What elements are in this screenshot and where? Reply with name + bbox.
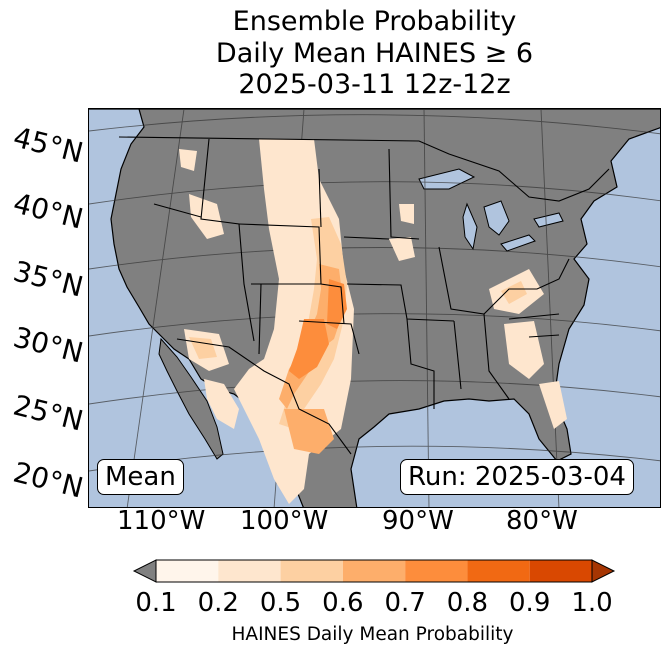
lon-label-80: 80°W — [506, 506, 578, 536]
colorbar-segment — [467, 560, 530, 582]
mean-label-box: Mean — [97, 459, 184, 495]
map-title: Ensemble Probability Daily Mean HAINES ≥… — [88, 6, 661, 101]
great-lakes — [418, 168, 564, 252]
probability-field — [179, 139, 567, 504]
title-line-1: Ensemble Probability — [232, 6, 517, 37]
colorbar-tick-label: 0.5 — [259, 588, 302, 618]
lat-label-30: 30°N — [10, 320, 87, 370]
colorbar-tick-label: 0.7 — [384, 588, 426, 618]
lat-label-20: 20°N — [10, 455, 87, 505]
lat-label-40: 40°N — [10, 186, 87, 236]
colorbar-segment — [280, 560, 343, 582]
colorbar-segment — [342, 560, 406, 582]
map-canvas — [89, 109, 660, 507]
lat-label-35: 35°N — [10, 254, 87, 304]
colorbar — [132, 559, 616, 583]
colorbar-tick-label: 0.8 — [446, 588, 489, 618]
colorbar-segment — [156, 560, 219, 582]
title-line-2: Daily Mean HAINES ≥ 6 — [215, 37, 534, 69]
colorbar-tick-label: 1.0 — [571, 588, 613, 618]
land-baja — [158, 337, 224, 460]
colorbar-tick-label: 0.2 — [197, 588, 239, 618]
lon-label-110: 110°W — [117, 506, 206, 536]
lon-label-100: 100°W — [240, 506, 329, 536]
colorbar-segment — [529, 560, 592, 582]
run-label-box: Run: 2025-03-04 — [400, 459, 634, 495]
colorbar-tick-label: 0.6 — [322, 588, 364, 618]
lat-label-45: 45°N — [10, 120, 87, 170]
colorbar-segment — [218, 560, 281, 582]
political-borders — [118, 136, 610, 455]
lon-label-90: 90°W — [382, 506, 454, 536]
land-north-america — [89, 109, 660, 507]
map-panel — [88, 108, 661, 508]
lat-label-25: 25°N — [10, 388, 87, 438]
colorbar-under-arrow — [132, 559, 157, 583]
colorbar-label: HAINES Daily Mean Probability — [231, 624, 514, 645]
colorbar-over-arrow — [591, 559, 616, 583]
colorbar-tick-label: 0.1 — [135, 588, 177, 618]
colorbar-tick-label: 0.9 — [509, 588, 551, 618]
colorbar-segment — [405, 560, 468, 582]
title-line-3: 2025-03-11 12z-12z — [238, 69, 511, 100]
colorbar-outline — [155, 559, 593, 583]
